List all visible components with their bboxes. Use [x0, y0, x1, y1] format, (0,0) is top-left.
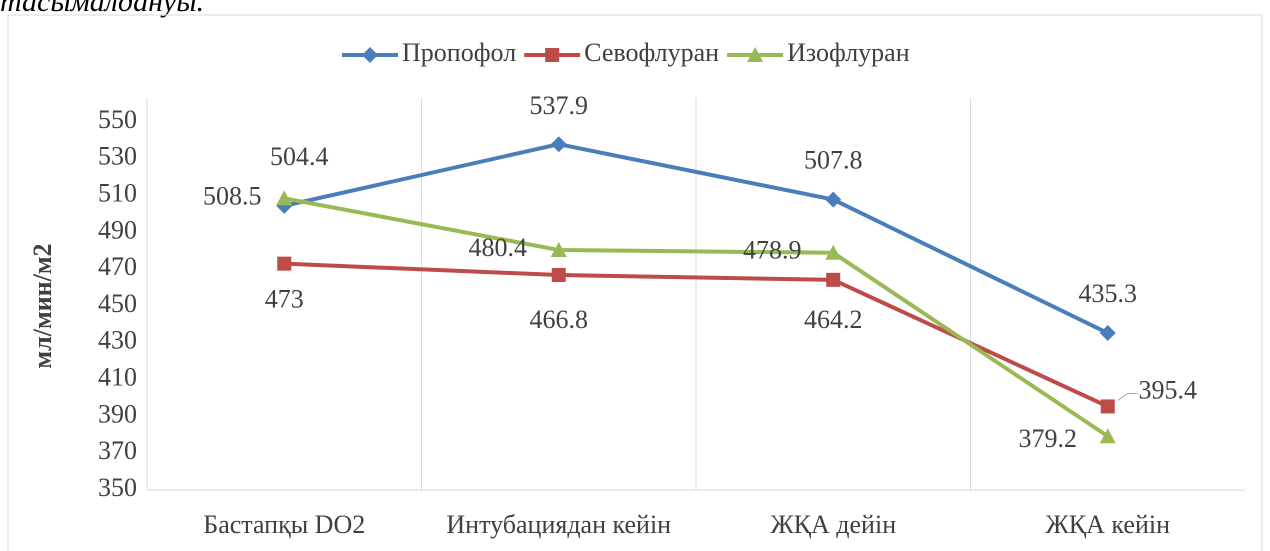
marker	[277, 256, 292, 271]
data-label: 435.3	[1079, 279, 1138, 308]
x-tick-label: Интубациядан кейін	[446, 510, 671, 539]
marker	[545, 48, 560, 62]
y-axis-title: мл/мин/м2	[28, 243, 57, 368]
marker	[826, 272, 841, 287]
marker	[550, 242, 567, 258]
series-line	[283, 142, 1109, 335]
data-label: 478.9	[743, 236, 802, 265]
marker	[1100, 399, 1115, 414]
y-tick-label: 530	[98, 142, 137, 171]
marker	[362, 47, 378, 63]
data-label: 507.8	[804, 146, 863, 175]
legend-label: Севофлуран	[584, 38, 719, 67]
data-label: 504.4	[270, 142, 329, 171]
marker	[1099, 325, 1116, 342]
legend-label: Пропофол	[402, 38, 516, 67]
y-tick-label: 490	[98, 215, 137, 244]
y-tick-label: 410	[98, 363, 137, 392]
y-tick-label: 510	[98, 179, 137, 208]
data-label: 480.4	[469, 233, 528, 262]
series-line	[283, 196, 1109, 438]
data-label: 464.2	[804, 305, 863, 334]
x-tick-label: Бастапқы DO2	[203, 510, 365, 539]
marker	[551, 268, 566, 283]
legend-label: Изофлуран	[787, 38, 910, 67]
data-label: 395.4	[1139, 375, 1198, 404]
marker	[825, 244, 842, 260]
y-tick-label: 450	[98, 289, 137, 318]
x-tick-label: ЖҚА дейін	[770, 510, 896, 539]
data-label: 473	[265, 285, 304, 314]
y-tick-label: 370	[98, 436, 137, 465]
chart-border	[7, 14, 1263, 551]
marker	[825, 191, 842, 208]
caption: тасымалдануы.	[0, 0, 204, 18]
data-label: 508.5	[203, 181, 262, 210]
y-tick-label: 550	[98, 105, 137, 134]
marker	[1099, 428, 1116, 444]
y-tick-label: 390	[98, 399, 137, 428]
y-tick-label: 470	[98, 252, 137, 281]
marker	[276, 190, 293, 206]
marker	[747, 47, 764, 62]
leader-line	[1117, 392, 1138, 401]
x-tick-label: ЖҚА кейін	[1046, 510, 1171, 539]
marker	[550, 136, 567, 153]
y-tick-label: 350	[98, 473, 137, 502]
y-tick-label: 430	[98, 326, 137, 355]
data-label: 466.8	[530, 305, 589, 334]
data-label: 537.9	[530, 91, 589, 120]
data-label: 379.2	[1019, 424, 1078, 453]
